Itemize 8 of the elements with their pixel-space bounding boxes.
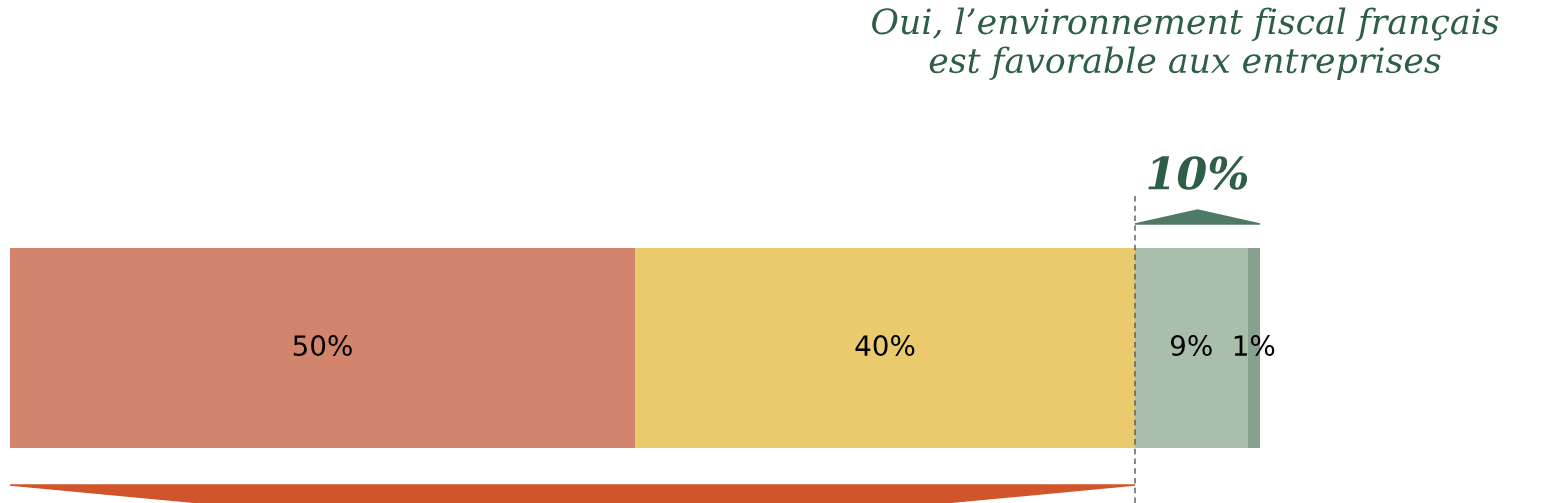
data-label: 40% bbox=[855, 335, 915, 357]
text: 10% bbox=[1148, 156, 1248, 190]
bar bbox=[635, 248, 1135, 448]
data-label: 50% bbox=[293, 335, 352, 357]
data-label: 1% bbox=[1234, 335, 1275, 357]
chart-title: Oui, l’environnement fiscal français est favorable aux entreprises bbox=[872, 7, 1499, 81]
bar bbox=[10, 248, 635, 448]
data-label: 9% bbox=[1170, 335, 1212, 357]
